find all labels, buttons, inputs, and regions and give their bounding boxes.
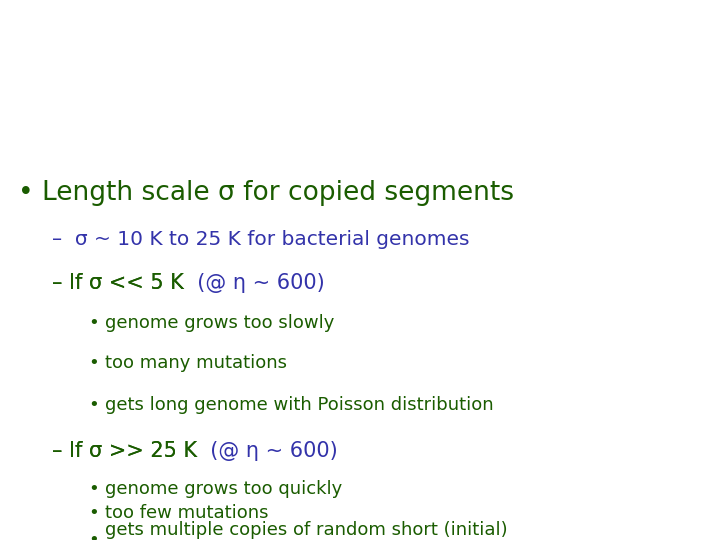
Text: •: •	[88, 354, 99, 372]
Text: •: •	[88, 396, 99, 414]
Text: too few mutations: too few mutations	[105, 504, 269, 522]
Text: •: •	[18, 180, 34, 206]
Text: •: •	[88, 531, 99, 540]
Text: Length scale σ for copied segments: Length scale σ for copied segments	[42, 180, 514, 206]
Text: gets long genome with Poisson distribution: gets long genome with Poisson distributi…	[105, 396, 494, 414]
Text: – If σ >> 25 K: – If σ >> 25 K	[52, 441, 197, 461]
Text: Result sensitive to values of two: Result sensitive to values of two	[124, 36, 596, 64]
Text: •: •	[88, 314, 99, 332]
Text: gets multiple copies of random short (initial)
genome (distribution too wide): gets multiple copies of random short (in…	[105, 521, 508, 540]
Text: (@ η ~ 600): (@ η ~ 600)	[197, 441, 338, 461]
Text: – If σ << 5 K: – If σ << 5 K	[52, 273, 184, 293]
Text: parameters (cont’d): parameters (cont’d)	[214, 100, 506, 129]
Text: genome grows too quickly: genome grows too quickly	[105, 480, 342, 498]
Text: (@ η ~ 600): (@ η ~ 600)	[184, 273, 325, 293]
Text: –  σ ~ 10 K to 25 K for bacterial genomes: – σ ~ 10 K to 25 K for bacterial genomes	[52, 231, 469, 249]
Text: too many mutations: too many mutations	[105, 354, 287, 372]
Text: •: •	[88, 480, 99, 498]
Text: – If σ >> 25 K: – If σ >> 25 K	[52, 441, 197, 461]
Text: •: •	[88, 504, 99, 522]
Text: genome grows too slowly: genome grows too slowly	[105, 314, 334, 332]
Text: – If σ << 5 K: – If σ << 5 K	[52, 273, 184, 293]
